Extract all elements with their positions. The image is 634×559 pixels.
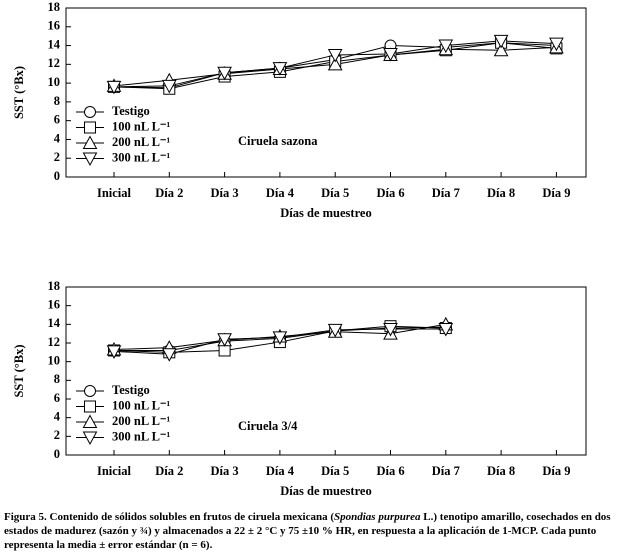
- data-point: [549, 37, 564, 52]
- y-tick-label: 10: [48, 75, 61, 89]
- legend-marker: [84, 385, 96, 397]
- y-tick-label: 8: [54, 372, 60, 386]
- legend-marker: [84, 106, 96, 118]
- legend-label: 100 nL L⁻¹: [112, 119, 171, 133]
- legend-label: 300 nL L⁻¹: [112, 150, 171, 164]
- x-axis-label: Días de muestreo: [280, 206, 371, 220]
- x-axis-label: Días de muestreo: [280, 484, 371, 498]
- legend-marker: [82, 414, 98, 428]
- x-tick-label: Día 6: [376, 186, 404, 200]
- x-tick-label: Día 3: [211, 186, 239, 200]
- y-tick-label: 2: [54, 428, 60, 442]
- x-tick-label: Día 5: [321, 186, 349, 200]
- y-tick-label: 18: [48, 279, 61, 293]
- y-tick-label: 4: [54, 410, 61, 424]
- data-point: [272, 62, 288, 76]
- x-tick-label: Día 3: [211, 464, 239, 478]
- y-tick-label: 0: [54, 447, 60, 461]
- legend-label: 100 nL L⁻¹: [112, 398, 171, 412]
- data-point: [327, 48, 343, 63]
- data-point: [217, 66, 232, 81]
- data-point: [161, 79, 177, 94]
- y-tick-label: 2: [54, 150, 60, 164]
- data-point: [161, 348, 177, 362]
- x-tick-label: Día 9: [542, 464, 570, 478]
- y-tick-label: 12: [48, 56, 61, 70]
- legend-marker: [84, 400, 96, 413]
- caption-text: L.) tenotipo amarillo, cosechados en dos…: [4, 511, 611, 551]
- legend-marker: [82, 152, 98, 167]
- legend-marker: [82, 135, 98, 149]
- plot-frame: [65, 286, 587, 456]
- data-point: [383, 323, 398, 337]
- data-point: [493, 42, 509, 57]
- data-point: [106, 345, 122, 359]
- data-point: [438, 39, 454, 54]
- y-tick-label: 18: [48, 0, 61, 14]
- data-point: [493, 34, 509, 49]
- y-tick-label: 10: [48, 354, 61, 368]
- caption-species: Spondias purpurea: [334, 511, 421, 523]
- figure: 0 2 4 6 8 10 12 14 16 18 Inicial Día 2 Día 3 Día 4 Día…: [12, 0, 587, 498]
- x-tick-label: Día 7: [432, 186, 460, 200]
- y-tick-label: 6: [54, 391, 60, 405]
- data-point: [217, 333, 232, 347]
- y-tick-label: 12: [48, 335, 61, 349]
- x-tick-label: Día 6: [376, 464, 404, 478]
- caption-text: Figura 5. Contenido de sólidos solubles …: [4, 511, 335, 523]
- legend-label: Testigo: [112, 104, 150, 118]
- data-point: [438, 323, 454, 337]
- x-tick-label: Día 8: [487, 464, 515, 478]
- plot-frame: [65, 7, 587, 178]
- legend-marker: [82, 431, 98, 446]
- legend-label: 200 nL L⁻¹: [112, 414, 171, 428]
- y-axis-label: SST (°Bx): [12, 344, 26, 397]
- x-tick-label: Día 8: [487, 186, 515, 200]
- data-point: [383, 48, 398, 62]
- legend-label: Testigo: [112, 383, 150, 397]
- y-tick-label: 16: [48, 298, 61, 312]
- x-tick-label: Día 4: [266, 464, 295, 478]
- annotation: Ciruela 3/4: [238, 419, 298, 433]
- data-point: [327, 56, 343, 71]
- x-tick-label: Día 9: [542, 186, 570, 200]
- y-tick-label: 4: [54, 131, 61, 145]
- y-tick-label: 6: [54, 113, 60, 127]
- data-point: [106, 80, 122, 95]
- x-tick-label: Inicial: [97, 464, 132, 478]
- y-tick-label: 8: [54, 94, 60, 108]
- data-point: [272, 331, 288, 345]
- annotation: Ciruela sazona: [238, 134, 318, 148]
- x-tick-label: Día 5: [321, 464, 349, 478]
- caption: Figura 5. Contenido de sólidos solubles …: [4, 510, 632, 552]
- x-tick-label: Inicial: [97, 186, 132, 200]
- y-tick-label: 16: [48, 19, 61, 33]
- x-tick-label: Día 7: [432, 464, 460, 478]
- x-tick-label: Día 2: [155, 186, 183, 200]
- legend-label: 200 nL L⁻¹: [112, 135, 171, 149]
- legend-marker: [84, 121, 96, 134]
- y-axis-label: SST (°Bx): [12, 66, 26, 119]
- y-tick-label: 14: [48, 37, 61, 51]
- legend-label: 300 nL L⁻¹: [112, 429, 171, 443]
- data-point: [327, 323, 343, 338]
- y-tick-label: 0: [54, 169, 60, 183]
- x-tick-label: Día 2: [155, 464, 183, 478]
- y-tick-label: 14: [48, 316, 61, 330]
- x-tick-label: Día 4: [266, 186, 295, 200]
